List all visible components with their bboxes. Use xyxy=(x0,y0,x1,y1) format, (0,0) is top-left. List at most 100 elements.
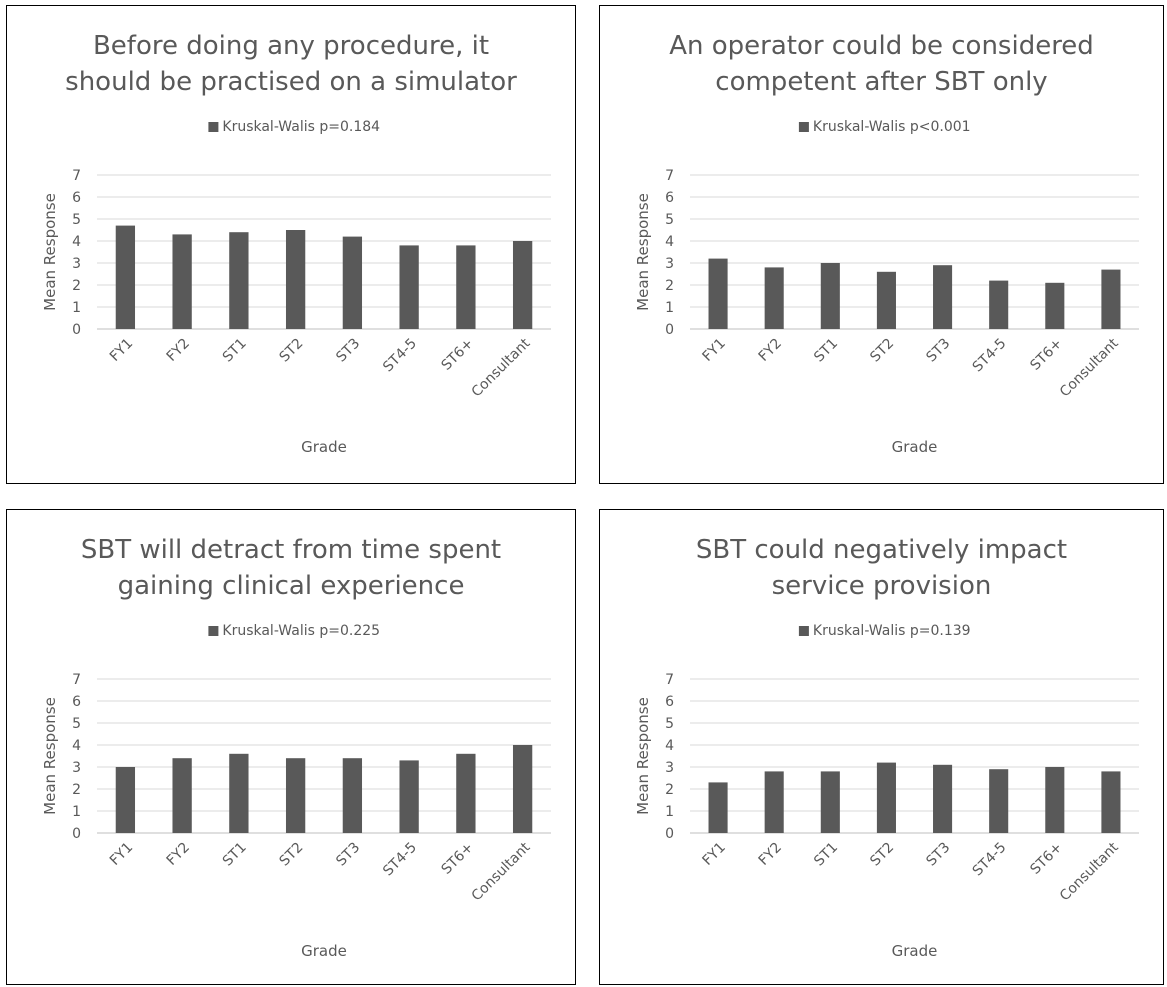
y-tick-label: 0 xyxy=(72,826,81,842)
y-axis-label: Mean Response xyxy=(41,193,59,311)
chart-panel-competence-after-sbt: An operator could be considered competent… xyxy=(599,5,1164,484)
y-tick-label: 6 xyxy=(72,190,81,206)
bar xyxy=(229,753,249,833)
y-tick-label: 6 xyxy=(72,694,81,710)
y-tick-label: 1 xyxy=(665,300,674,316)
x-axis-label: Grade xyxy=(301,438,347,456)
chart-title-line: SBT could negatively impact xyxy=(696,535,1067,565)
bar xyxy=(285,230,306,329)
x-tick-label: FY1 xyxy=(700,840,729,869)
y-tick-label: 4 xyxy=(72,234,81,250)
y-tick-label: 4 xyxy=(72,738,81,754)
bar xyxy=(115,767,136,833)
bar xyxy=(456,753,476,833)
chart-panel-service-provision: SBT could negatively impact service provi… xyxy=(599,509,1164,985)
y-tick-label: 3 xyxy=(665,256,674,272)
bar xyxy=(764,267,784,329)
x-tick-label: ST4-5 xyxy=(970,840,1010,880)
legend-swatch xyxy=(208,122,219,132)
x-tick-label: FY1 xyxy=(107,840,136,869)
x-tick-label: ST3 xyxy=(333,336,363,366)
chart-panel-simulator-practice: Before doing any procedure, it should be … xyxy=(6,5,576,484)
x-tick-label: ST1 xyxy=(220,840,250,870)
bar xyxy=(285,758,306,833)
bar xyxy=(1101,269,1121,329)
bar xyxy=(876,762,896,833)
x-tick-label: FY2 xyxy=(164,336,193,365)
y-tick-label: 0 xyxy=(665,322,674,338)
x-axis-label: Grade xyxy=(301,942,347,960)
bar xyxy=(229,232,249,329)
x-tick-label: ST6+ xyxy=(438,336,476,374)
legend-label: Kruskal-Walis p=0.225 xyxy=(222,623,380,639)
bar xyxy=(820,771,840,833)
bar xyxy=(172,758,192,833)
y-tick-label: 6 xyxy=(665,190,674,206)
legend-label: Kruskal-Walis p=0.184 xyxy=(222,119,380,135)
bar xyxy=(708,258,728,329)
bar xyxy=(1045,282,1065,329)
chart-title-line: An operator could be considered xyxy=(669,31,1094,61)
x-tick-label: Consultant xyxy=(469,335,534,400)
x-tick-label: FY2 xyxy=(164,840,193,869)
x-tick-label: ST4-5 xyxy=(380,336,420,376)
x-tick-label: ST1 xyxy=(220,336,250,366)
bar xyxy=(764,771,784,833)
y-tick-label: 4 xyxy=(665,234,674,250)
y-axis-label: Mean Response xyxy=(41,697,59,815)
chart-title-line: Before doing any procedure, it xyxy=(93,31,489,61)
y-tick-label: 2 xyxy=(72,278,81,294)
legend-label: Kruskal-Walis p<0.001 xyxy=(813,119,971,135)
y-tick-label: 5 xyxy=(72,716,81,732)
x-tick-label: ST2 xyxy=(867,336,897,366)
chart-svg: An operator could be considered competent… xyxy=(634,31,1139,456)
legend-swatch xyxy=(798,122,809,132)
chart-title-line: service provision xyxy=(772,571,992,601)
y-tick-label: 7 xyxy=(72,168,81,184)
x-tick-label: ST2 xyxy=(277,840,307,870)
y-tick-label: 1 xyxy=(665,804,674,820)
bar xyxy=(933,764,953,833)
bar xyxy=(342,236,363,329)
x-tick-label: Consultant xyxy=(1057,335,1122,400)
x-tick-label: ST2 xyxy=(867,840,897,870)
y-tick-label: 7 xyxy=(665,672,674,688)
x-tick-label: Consultant xyxy=(469,839,534,904)
y-tick-label: 3 xyxy=(72,760,81,776)
y-tick-label: 6 xyxy=(665,694,674,710)
x-tick-label: ST4-5 xyxy=(970,336,1010,376)
chart-panel-clinical-experience: SBT will detract from time spent gaining … xyxy=(6,509,576,985)
x-tick-label: ST6+ xyxy=(1027,336,1065,374)
y-tick-label: 5 xyxy=(665,716,674,732)
chart-svg: Before doing any procedure, it should be … xyxy=(41,31,551,456)
bar xyxy=(512,241,533,329)
y-tick-label: 1 xyxy=(72,804,81,820)
legend-swatch xyxy=(208,626,219,636)
bar xyxy=(876,271,896,329)
bar xyxy=(1045,767,1065,833)
bar xyxy=(933,265,953,329)
y-tick-label: 2 xyxy=(72,782,81,798)
legend-label: Kruskal-Walis p=0.139 xyxy=(813,623,971,639)
x-tick-label: ST1 xyxy=(811,336,841,366)
x-axis-label: Grade xyxy=(892,942,938,960)
y-tick-label: 1 xyxy=(72,300,81,316)
bar xyxy=(989,769,1009,833)
bar xyxy=(172,234,192,329)
y-tick-label: 0 xyxy=(72,322,81,338)
x-tick-label: FY2 xyxy=(756,336,785,365)
x-tick-label: ST4-5 xyxy=(380,840,420,880)
y-tick-label: 2 xyxy=(665,278,674,294)
y-tick-label: 7 xyxy=(72,672,81,688)
bar xyxy=(708,782,728,833)
x-tick-label: FY1 xyxy=(700,336,729,365)
y-tick-label: 3 xyxy=(665,760,674,776)
bar xyxy=(115,225,136,329)
y-tick-label: 4 xyxy=(665,738,674,754)
x-tick-label: ST6+ xyxy=(1027,840,1065,878)
bar xyxy=(1101,771,1121,833)
bar xyxy=(399,245,419,329)
chart-title-line: gaining clinical experience xyxy=(118,571,465,601)
y-axis-label: Mean Response xyxy=(634,193,652,311)
x-tick-label: FY2 xyxy=(756,840,785,869)
